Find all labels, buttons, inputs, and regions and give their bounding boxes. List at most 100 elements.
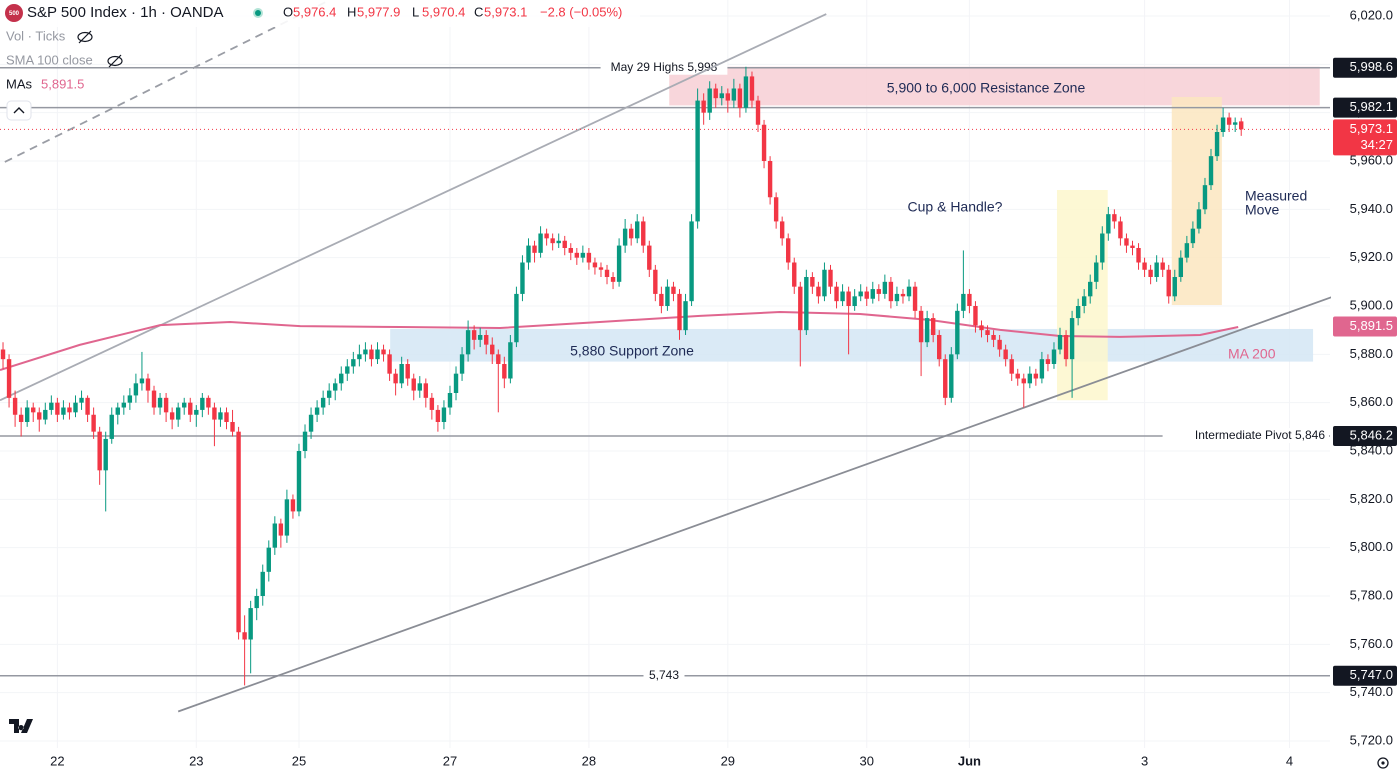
market-status-dot: [255, 10, 261, 16]
level-price-bg: [1333, 97, 1397, 118]
candle-body: [115, 407, 120, 415]
candle-body: [1124, 238, 1129, 246]
candle-body: [145, 378, 151, 391]
candle-body: [773, 197, 779, 222]
ma-price-bg: [1333, 316, 1397, 337]
last-price-bg: [1333, 119, 1397, 156]
candle-body: [399, 364, 404, 384]
candle-body: [695, 100, 700, 222]
candle-body: [1214, 132, 1220, 157]
candle-body: [816, 286, 821, 297]
candle-body: [308, 414, 314, 432]
visibility-icon[interactable]: [107, 55, 123, 67]
ma-price: 5,891.5: [1350, 318, 1393, 333]
candle-body: [502, 364, 507, 379]
header-bg: [0, 0, 640, 27]
candle-body: [659, 293, 664, 306]
candle-body: [707, 88, 712, 113]
level-price: 5,998.6: [1350, 59, 1393, 74]
zone: [1056, 190, 1108, 401]
candle-body: [514, 293, 519, 343]
level-note: 5,743: [649, 668, 679, 682]
candle-body: [967, 293, 972, 306]
y-tick-label: 5,800.0: [1350, 539, 1393, 554]
y-tick-label: 5,740.0: [1350, 684, 1393, 699]
candle-body: [586, 252, 592, 263]
candle-body: [568, 248, 573, 253]
candle-body: [1039, 359, 1045, 379]
candle-body: [224, 412, 229, 422]
candle-body: [864, 291, 869, 299]
collapse-icon: [13, 107, 25, 114]
y-tick-label: 5,920.0: [1350, 249, 1393, 264]
candle-body: [792, 262, 797, 287]
candle-body: [719, 93, 724, 99]
trend-line: [4, 0, 331, 163]
candle-body: [701, 100, 706, 113]
candle-body: [592, 262, 598, 268]
ma-line: [0, 310, 1239, 371]
candle-body: [411, 378, 416, 391]
candle-body: [937, 335, 942, 360]
candle-body: [429, 397, 435, 410]
candle-body: [79, 397, 84, 403]
candle-body: [157, 397, 163, 408]
candle-body: [212, 407, 217, 420]
y-tick-label: 5,840.0: [1350, 442, 1393, 457]
candle-body: [242, 632, 247, 640]
candle-body: [477, 335, 483, 340]
candle-body: [254, 596, 259, 609]
candle-body: [1027, 373, 1033, 384]
candle-body: [828, 269, 833, 287]
candle-body: [182, 402, 187, 408]
level-price-bg: [1333, 57, 1397, 78]
candle-body: [786, 238, 791, 263]
candle-body: [508, 342, 513, 379]
y-tick-label: 5,760.0: [1350, 636, 1393, 651]
candle-body: [1172, 277, 1177, 297]
collapse-button[interactable]: [6, 100, 32, 121]
candle-body: [1142, 262, 1147, 270]
candle-body: [683, 301, 688, 331]
y-tick-label: 5,820.0: [1350, 491, 1393, 506]
mas-value: 5,891.5: [41, 76, 84, 91]
candle-body: [1009, 359, 1014, 374]
candle-body: [435, 409, 441, 422]
visibility-icon[interactable]: [77, 31, 93, 43]
candle-body: [375, 349, 380, 360]
candle-body: [598, 267, 604, 270]
candle-body: [441, 407, 447, 422]
candle-body: [725, 93, 731, 101]
ohlc-value: 5,976.4: [293, 4, 336, 19]
candle-body: [43, 409, 48, 420]
level-price: 5,747.0: [1350, 667, 1393, 682]
x-tick-label: 4: [1286, 753, 1293, 768]
candle-body: [1069, 318, 1075, 360]
candle-body: [200, 397, 205, 410]
candle-body: [465, 330, 471, 355]
tv-logo: [9, 719, 33, 733]
candle-body: [61, 407, 66, 415]
candle-body: [0, 349, 6, 360]
candle-body: [737, 88, 743, 108]
level-note: May 29 Highs 5,998: [611, 60, 718, 74]
candle-body: [635, 221, 640, 239]
zone: [390, 328, 1314, 362]
x-tick-label: 27: [443, 753, 457, 768]
candle-body: [326, 390, 332, 398]
candle-body: [1239, 121, 1244, 130]
y-tick-label: 5,780.0: [1350, 587, 1393, 602]
settings-icon-core: [1381, 761, 1385, 765]
candle-body: [471, 330, 477, 340]
x-tick-label: 30: [860, 753, 874, 768]
settings-icon[interactable]: [1377, 757, 1389, 769]
candle-body: [1184, 243, 1190, 258]
candle-body: [103, 438, 108, 471]
candle-body: [888, 281, 894, 302]
candle-body: [1063, 335, 1069, 360]
visibility-slash: [78, 30, 92, 44]
candle-body: [1136, 248, 1141, 263]
candle-body: [206, 397, 211, 408]
candle-body: [453, 373, 459, 393]
